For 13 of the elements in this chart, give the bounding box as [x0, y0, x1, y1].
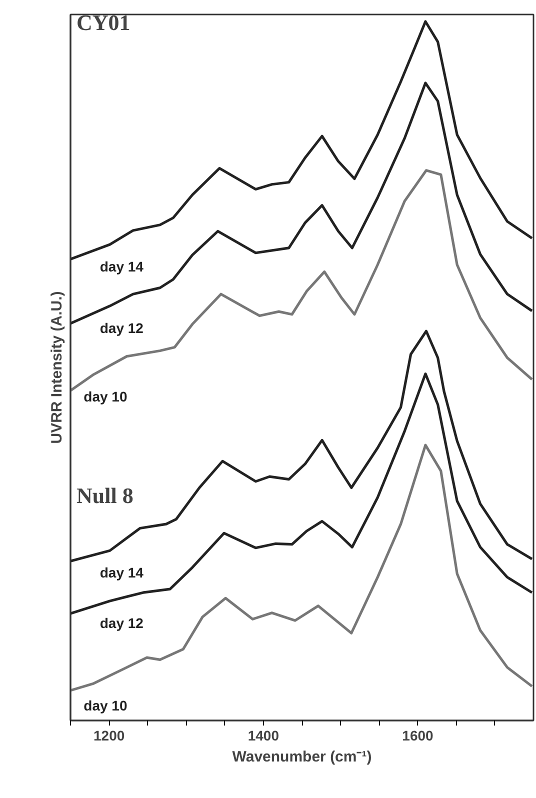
series-label: day 12 [100, 320, 144, 336]
y-axis-title: UVRR Intensity (A.U.) [48, 291, 66, 444]
x-tick-label: 1400 [248, 728, 280, 744]
x-tick-label: 1200 [94, 728, 125, 744]
series-label: day 12 [100, 614, 144, 631]
annotation: CY01 [76, 10, 130, 35]
annotation: Null 8 [76, 483, 134, 508]
series-label: day 10 [84, 388, 128, 404]
series-label: day 14 [100, 564, 144, 581]
series-label: day 14 [100, 258, 144, 274]
x-axis-title: Wavenumber (cm⁻¹) [232, 748, 372, 766]
series-label: day 10 [84, 697, 128, 714]
x-tick-label: 1600 [402, 728, 434, 744]
